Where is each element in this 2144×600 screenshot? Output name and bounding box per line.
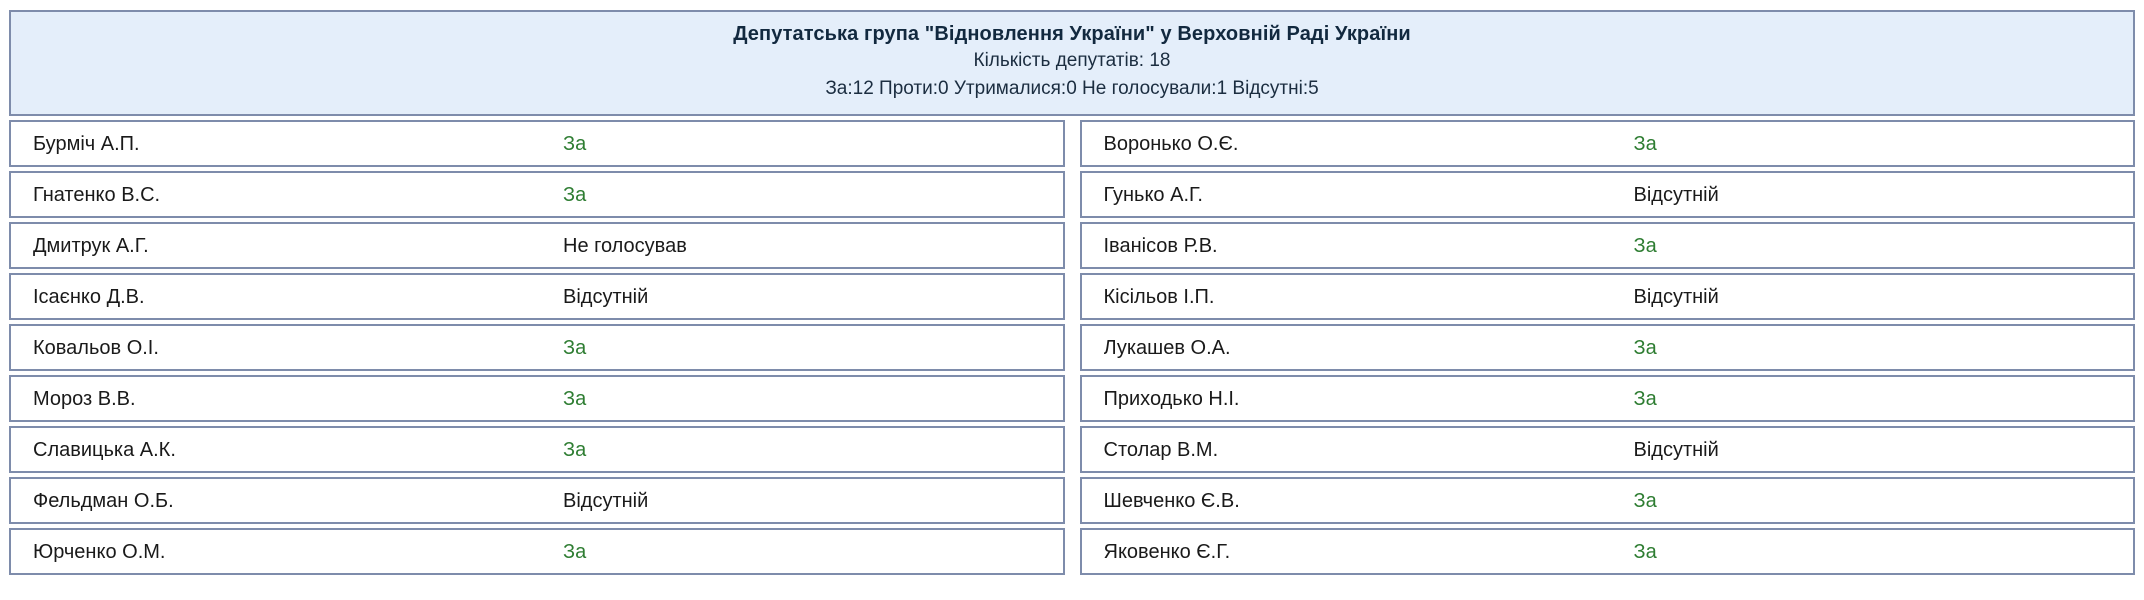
vote-value: За xyxy=(1633,336,1657,359)
vote-value: За xyxy=(563,387,587,410)
vote-value: За xyxy=(563,336,587,359)
table-row: Славицька А.К. За xyxy=(9,426,1065,473)
vote-summary-label: За:12 Проти:0 Утрималися:0 Не голосували… xyxy=(825,78,1319,99)
vote-column-left: Бурміч А.П. За Гнатенко В.С. За Дмитрук А.Г.… xyxy=(9,120,1065,575)
table-row: Гнатенко В.С. За xyxy=(9,171,1065,218)
vote-columns: Бурміч А.П. За Гнатенко В.С. За Дмитрук А.Г.… xyxy=(9,120,2135,575)
table-row: Воронько О.Є. За xyxy=(1079,120,2135,167)
deputy-name: Лукашев О.А. xyxy=(1103,336,1231,359)
table-row: Кісільов І.П. Відсутній xyxy=(1079,273,2135,320)
vote-value: Не голосував xyxy=(563,234,687,257)
vote-value: Відсутній xyxy=(1633,438,1719,461)
deputy-count-label: Кількість депутатів: 18 xyxy=(973,50,1171,71)
deputy-name: Іванісов Р.В. xyxy=(1103,234,1218,257)
table-row: Бурміч А.П. За xyxy=(9,120,1065,167)
table-row: Шевченко Є.В. За xyxy=(1079,477,2135,524)
vote-value: За xyxy=(1633,489,1657,512)
vote-value: Відсутній xyxy=(563,285,649,308)
deputy-name: Мороз В.В. xyxy=(33,387,136,410)
deputy-name: Яковенко Є.Г. xyxy=(1103,540,1231,563)
vote-value: За xyxy=(563,183,587,206)
deputy-name: Юрченко О.М. xyxy=(33,540,166,563)
vote-value: Відсутній xyxy=(1633,285,1719,308)
deputy-name: Шевченко Є.В. xyxy=(1103,489,1240,512)
faction-header: Депутатська група "Відновлення України" … xyxy=(9,10,2135,116)
deputy-name: Ісаєнко Д.В. xyxy=(33,285,145,308)
vote-value: За xyxy=(563,132,587,155)
table-row: Приходько Н.І. За xyxy=(1079,375,2135,422)
table-row: Ісаєнко Д.В. Відсутній xyxy=(9,273,1065,320)
deputy-name: Приходько Н.І. xyxy=(1103,387,1240,410)
table-row: Лукашев О.А. За xyxy=(1079,324,2135,371)
deputy-name: Фельдман О.Б. xyxy=(33,489,174,512)
vote-value: За xyxy=(1633,540,1657,563)
table-row: Мороз В.В. За xyxy=(9,375,1065,422)
deputy-name: Славицька А.К. xyxy=(33,438,176,461)
table-row: Дмитрук А.Г. Не голосував xyxy=(9,222,1065,269)
vote-value: За xyxy=(563,540,587,563)
table-row: Гунько А.Г. Відсутній xyxy=(1079,171,2135,218)
deputy-name: Гунько А.Г. xyxy=(1103,183,1203,206)
vote-value: За xyxy=(1633,387,1657,410)
table-row: Юрченко О.М. За xyxy=(9,528,1065,575)
deputy-name: Ковальов О.І. xyxy=(33,336,159,359)
deputy-name: Бурміч А.П. xyxy=(33,132,140,155)
vote-value: За xyxy=(563,438,587,461)
table-row: Столар В.М. Відсутній xyxy=(1079,426,2135,473)
table-row: Яковенко Є.Г. За xyxy=(1079,528,2135,575)
vote-value: Відсутній xyxy=(1633,183,1719,206)
vote-column-right: Воронько О.Є. За Гунько А.Г. Відсутній Івані… xyxy=(1079,120,2135,575)
table-row: Іванісов Р.В. За xyxy=(1079,222,2135,269)
vote-value: За xyxy=(1633,132,1657,155)
deputy-name: Гнатенко В.С. xyxy=(33,183,161,206)
deputy-name: Кісільов І.П. xyxy=(1103,285,1215,308)
deputy-name: Воронько О.Є. xyxy=(1103,132,1239,155)
vote-value: За xyxy=(1633,234,1657,257)
deputy-name: Столар В.М. xyxy=(1103,438,1219,461)
table-row: Фельдман О.Б. Відсутній xyxy=(9,477,1065,524)
deputy-name: Дмитрук А.Г. xyxy=(33,234,149,257)
table-row: Ковальов О.І. За xyxy=(9,324,1065,371)
faction-title: Депутатська група "Відновлення України" … xyxy=(733,23,1411,45)
vote-value: Відсутній xyxy=(563,489,649,512)
